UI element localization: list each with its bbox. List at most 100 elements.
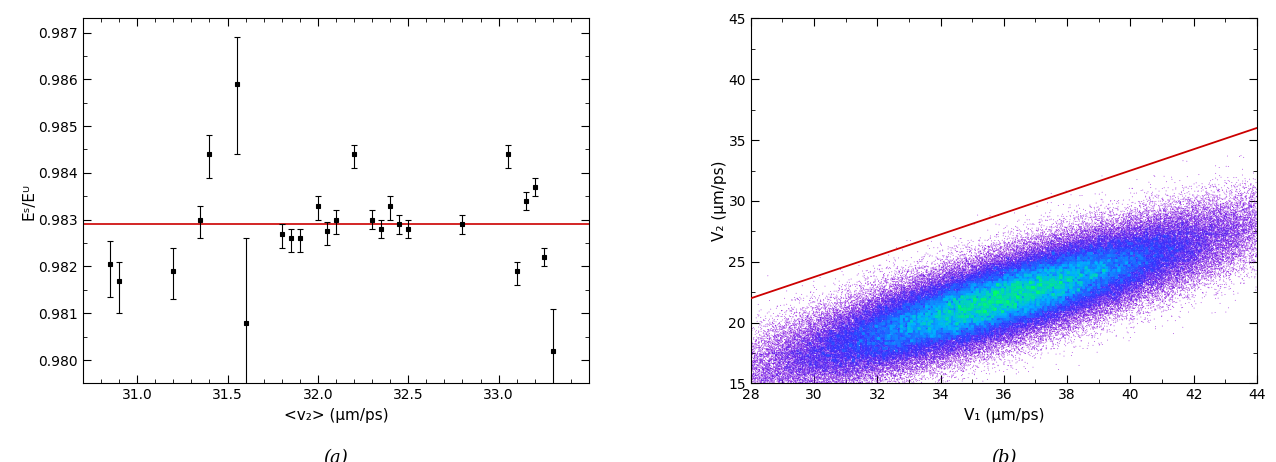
Point bbox=[1184, 247, 1205, 255]
Point bbox=[1073, 261, 1094, 269]
Point bbox=[1051, 297, 1072, 304]
Point bbox=[859, 343, 879, 351]
Point bbox=[886, 300, 906, 307]
Point bbox=[974, 305, 994, 313]
Point bbox=[905, 304, 925, 312]
Point bbox=[919, 303, 939, 310]
Point bbox=[889, 305, 910, 312]
Point bbox=[1018, 322, 1039, 329]
Point bbox=[1020, 279, 1040, 286]
Point bbox=[1032, 294, 1053, 301]
Point bbox=[921, 328, 942, 336]
Point bbox=[1085, 269, 1105, 277]
Point bbox=[1035, 254, 1055, 261]
Point bbox=[1137, 251, 1157, 259]
Point bbox=[1048, 299, 1068, 307]
Point bbox=[947, 333, 967, 340]
Point bbox=[1187, 246, 1207, 253]
Point bbox=[971, 316, 991, 323]
Point bbox=[1111, 290, 1132, 298]
Point bbox=[1023, 256, 1044, 263]
Point bbox=[1064, 298, 1085, 305]
Point bbox=[884, 256, 905, 263]
Point bbox=[1146, 263, 1166, 271]
Point bbox=[963, 323, 984, 330]
Point bbox=[1054, 284, 1074, 291]
Point bbox=[967, 327, 988, 334]
Point bbox=[900, 305, 920, 312]
Point bbox=[1161, 225, 1182, 232]
Point bbox=[1146, 289, 1166, 296]
Point bbox=[910, 338, 930, 345]
Point bbox=[906, 308, 926, 316]
Point bbox=[894, 345, 915, 352]
Point bbox=[1000, 266, 1021, 273]
Point bbox=[1071, 267, 1091, 275]
Point bbox=[1020, 305, 1040, 313]
Point bbox=[1090, 250, 1110, 257]
Point bbox=[1053, 305, 1073, 312]
Point bbox=[884, 353, 905, 361]
Point bbox=[947, 297, 967, 304]
Point bbox=[905, 304, 925, 312]
Point bbox=[1042, 300, 1063, 307]
Point bbox=[957, 286, 977, 293]
Point bbox=[790, 371, 810, 378]
Point bbox=[1060, 231, 1081, 239]
Point bbox=[861, 340, 882, 347]
Point bbox=[1115, 250, 1136, 258]
Point bbox=[974, 282, 994, 289]
Point bbox=[1205, 209, 1225, 216]
Point bbox=[836, 345, 856, 352]
Point bbox=[1017, 308, 1037, 315]
Point bbox=[1057, 265, 1077, 272]
Point bbox=[790, 369, 810, 376]
Point bbox=[1074, 313, 1095, 320]
Point bbox=[940, 329, 961, 336]
Point bbox=[903, 329, 924, 337]
Point bbox=[974, 303, 994, 310]
Point bbox=[1051, 260, 1072, 267]
Point bbox=[1109, 261, 1129, 268]
Point bbox=[1092, 293, 1113, 301]
Point bbox=[1228, 230, 1248, 237]
Point bbox=[962, 312, 983, 320]
Point bbox=[1122, 267, 1142, 274]
Point bbox=[851, 347, 872, 355]
Point bbox=[1090, 292, 1110, 299]
Point bbox=[1113, 269, 1133, 276]
Point bbox=[1162, 251, 1183, 259]
Point bbox=[775, 371, 795, 378]
Point bbox=[1230, 249, 1250, 257]
Point bbox=[1168, 243, 1188, 250]
Point bbox=[972, 334, 993, 342]
Point bbox=[942, 321, 962, 328]
Point bbox=[966, 334, 986, 342]
Point bbox=[953, 335, 974, 343]
Point bbox=[966, 300, 986, 307]
Point bbox=[1041, 307, 1062, 314]
Point bbox=[877, 291, 897, 298]
Point bbox=[988, 312, 1008, 320]
Point bbox=[1022, 281, 1042, 289]
Point bbox=[960, 305, 980, 313]
Point bbox=[1008, 290, 1028, 298]
Point bbox=[843, 332, 864, 339]
Point bbox=[893, 337, 914, 345]
Point bbox=[1036, 267, 1057, 274]
Point bbox=[856, 315, 877, 322]
Point bbox=[1092, 277, 1113, 284]
Point bbox=[874, 342, 894, 350]
Point bbox=[1147, 255, 1168, 262]
Point bbox=[1131, 294, 1151, 302]
Point bbox=[1114, 257, 1134, 265]
Point bbox=[1028, 293, 1049, 300]
Point bbox=[837, 335, 857, 343]
Point bbox=[1049, 271, 1069, 278]
Point bbox=[1105, 236, 1125, 243]
Point bbox=[970, 306, 990, 314]
Point bbox=[1096, 237, 1116, 244]
Point bbox=[1073, 290, 1094, 297]
Point bbox=[1105, 270, 1125, 277]
Point bbox=[995, 281, 1016, 288]
